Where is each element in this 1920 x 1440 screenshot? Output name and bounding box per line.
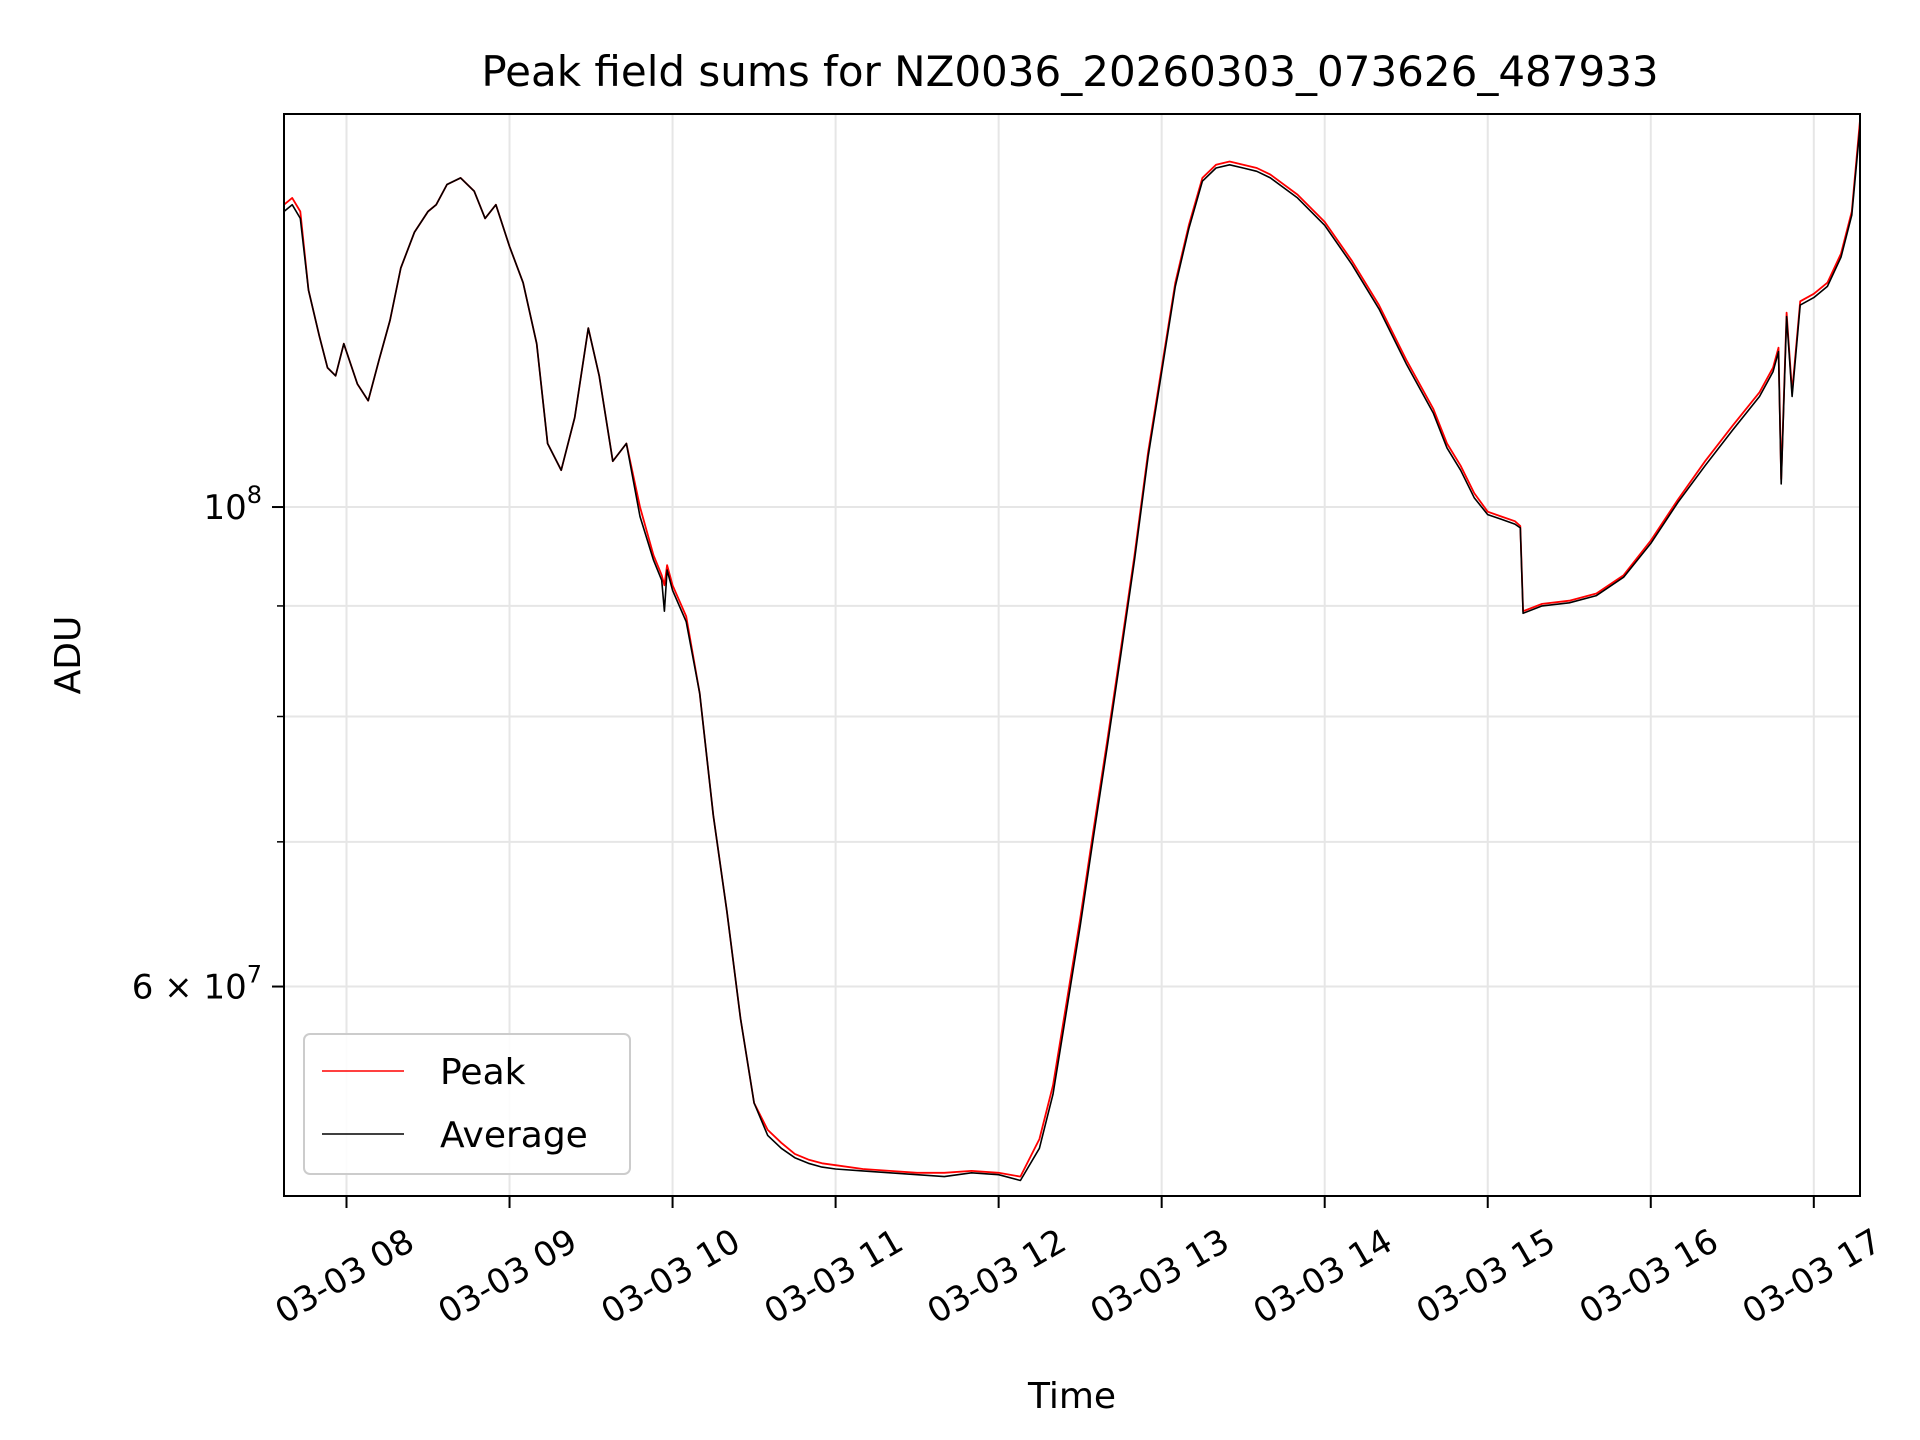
grid-lines — [284, 114, 1860, 1196]
legend: Peak Average — [303, 1033, 631, 1175]
legend-label-average: Average — [440, 1115, 588, 1156]
y-axis: 6 × 107 108 — [132, 481, 284, 1008]
x-axis-label: Time — [1027, 1376, 1116, 1417]
series-line-average — [283, 126, 1861, 1182]
y-axis-label: ADU — [48, 616, 89, 695]
y-tick-label: 108 — [203, 481, 262, 528]
legend-box — [303, 1033, 631, 1175]
y-tick-label: 6 × 107 — [132, 961, 262, 1008]
plot-area-frame — [283, 113, 1861, 1197]
legend-label-peak: Peak — [440, 1052, 526, 1093]
series-layer — [283, 120, 1861, 1182]
chart-title: Peak field sums for NZ0036_20260303_0736… — [481, 47, 1658, 96]
